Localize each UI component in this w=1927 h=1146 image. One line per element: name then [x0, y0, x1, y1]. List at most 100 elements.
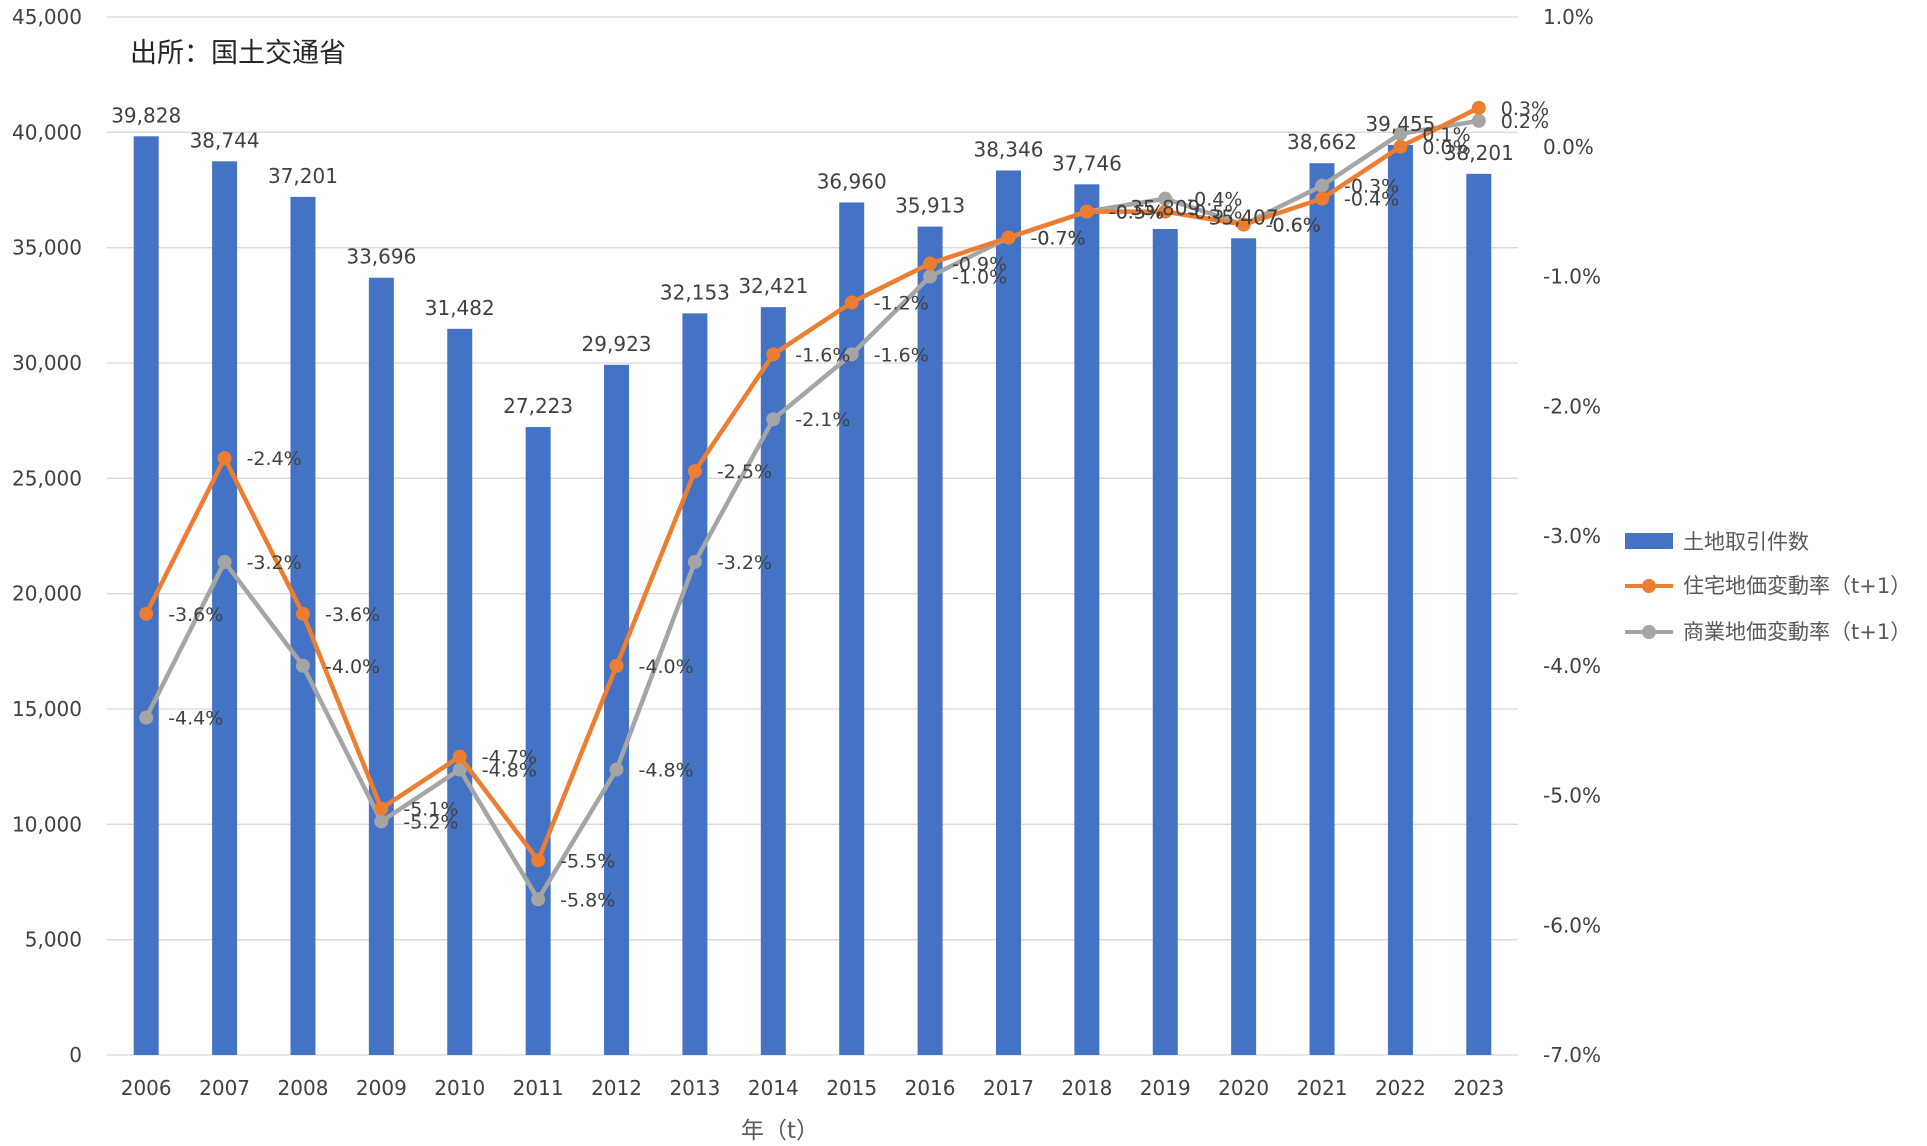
line-data-label-commercial: -4.8%	[639, 760, 694, 782]
line-data-label-residential: -3.6%	[168, 604, 223, 626]
bar	[682, 313, 708, 1055]
bar	[368, 277, 394, 1055]
line-data-label-residential: 0.3%	[1501, 98, 1549, 120]
y-right-tick-label: -1.0%	[1543, 265, 1601, 289]
point-commercial	[452, 762, 467, 777]
legend-label-bar: 土地取引件数	[1683, 530, 1809, 554]
y-left-tick-label: 0	[69, 1043, 82, 1067]
line-data-label-residential: -0.7%	[1030, 228, 1085, 250]
y-right-tick-label: -4.0%	[1543, 654, 1601, 678]
line-commercial	[143, 118, 1482, 902]
line-data-label-commercial: -0.7%	[1030, 228, 1085, 250]
x-tick-label: 2018	[1061, 1076, 1112, 1100]
point-residential	[452, 749, 467, 764]
line-data-label-residential: -0.5%	[1109, 202, 1164, 224]
legend-item-bar: 土地取引件数	[1625, 530, 1809, 554]
y-left-tick-label: 20,000	[12, 582, 82, 606]
line-data-label-commercial: -5.2%	[403, 811, 458, 833]
point-commercial	[1158, 191, 1173, 206]
bar-data-label: 39,455	[1365, 112, 1435, 136]
point-residential	[844, 295, 859, 310]
axes: 0 5,000 10,000 15,000 20,000 25,000 30,000 35,0…	[12, 5, 1601, 1100]
y-left-tick-label: 30,000	[12, 351, 82, 375]
y-left-tick-label: 45,000	[12, 5, 82, 29]
point-residential	[687, 464, 702, 479]
bar	[604, 364, 630, 1055]
bar-data-label: 32,421	[738, 274, 808, 298]
y-left-tick-label: 15,000	[12, 697, 82, 721]
x-tick-label: 2019	[1140, 1076, 1191, 1100]
line-data-label-commercial: -5.8%	[560, 889, 615, 911]
bar-data-label: 33,696	[346, 245, 416, 269]
line-data-label-commercial: -0.6%	[1266, 215, 1321, 237]
y-left-tick-label: 10,000	[12, 812, 82, 836]
legend-marker-residential	[1642, 579, 1656, 593]
point-residential	[1001, 230, 1016, 245]
x-tick-label: 2020	[1218, 1076, 1269, 1100]
bar-series	[133, 136, 1492, 1056]
y-left-tick-label: 35,000	[12, 236, 82, 260]
point-residential	[374, 801, 389, 816]
line-data-label-residential: -1.2%	[874, 292, 929, 314]
bar	[290, 196, 316, 1056]
legend-item-residential: 住宅地価変動率（t+1）	[1625, 574, 1911, 598]
legend-label-commercial: 商業地価変動率（t+1）	[1683, 620, 1911, 644]
point-commercial	[1471, 113, 1486, 128]
y-right-tick-label: 0.0%	[1543, 135, 1594, 159]
point-commercial	[1315, 178, 1330, 193]
bar-data-label: 38,744	[190, 128, 260, 152]
line-data-label-commercial: -1.0%	[952, 267, 1007, 289]
point-residential	[217, 451, 232, 466]
point-commercial	[217, 554, 232, 569]
source-note: 出所：国土交通省	[130, 38, 346, 69]
line-data-label-residential: -5.5%	[560, 850, 615, 872]
x-tick-label: 2007	[199, 1076, 250, 1100]
bar	[1309, 163, 1335, 1055]
x-tick-label: 2021	[1297, 1076, 1348, 1100]
line-data-label-commercial: -4.0%	[325, 656, 380, 678]
y-right-tick-label: -7.0%	[1543, 1043, 1601, 1067]
x-tick-label: 2011	[513, 1076, 564, 1100]
bar	[1074, 184, 1100, 1055]
y-right-tick-label: -5.0%	[1543, 784, 1601, 808]
point-residential	[139, 606, 154, 621]
legend-marker-commercial	[1642, 625, 1656, 639]
point-commercial	[295, 658, 310, 673]
line-data-label-commercial: 0.1%	[1422, 124, 1470, 146]
bar-data-label: 37,201	[268, 164, 338, 188]
bar	[839, 202, 865, 1055]
point-residential	[531, 853, 546, 868]
point-residential	[766, 347, 781, 362]
line-data-label-residential: -0.5%	[1187, 202, 1242, 224]
legend-label-residential: 住宅地価変動率（t+1）	[1683, 574, 1911, 598]
bar-data-label: 32,153	[660, 280, 730, 304]
line-residential	[143, 105, 1482, 863]
line-data-label-residential: -1.6%	[795, 344, 850, 366]
point-commercial	[374, 814, 389, 829]
legend: 土地取引件数 住宅地価変動率（t+1） 商業地価変動率（t+1）	[1625, 530, 1911, 644]
line-data-label-commercial: -0.5%	[1109, 202, 1164, 224]
x-tick-label: 2010	[434, 1076, 485, 1100]
bar-data-label: 39,828	[111, 103, 181, 127]
line-data-label-commercial: -1.6%	[874, 344, 929, 366]
point-commercial	[766, 412, 781, 427]
x-tick-label: 2015	[826, 1076, 877, 1100]
line-data-label-residential: -3.6%	[325, 604, 380, 626]
x-tick-label: 2014	[748, 1076, 799, 1100]
bar-data-label: 35,913	[895, 194, 965, 218]
bar-data-label: 27,223	[503, 394, 573, 418]
bar-data-label: 38,201	[1444, 141, 1514, 165]
line-series	[139, 100, 1486, 907]
point-residential	[295, 606, 310, 621]
line-data-label-residential: 0.0%	[1422, 137, 1470, 159]
y-right-tick-label: -3.0%	[1543, 524, 1601, 548]
bar-data-label: 36,960	[817, 169, 887, 193]
y-right-tick-label: -2.0%	[1543, 394, 1601, 418]
point-commercial	[844, 347, 859, 362]
bar-data-label: 31,482	[425, 296, 495, 320]
point-commercial	[687, 554, 702, 569]
x-tick-label: 2017	[983, 1076, 1034, 1100]
line-data-label-residential: -2.5%	[717, 461, 772, 483]
